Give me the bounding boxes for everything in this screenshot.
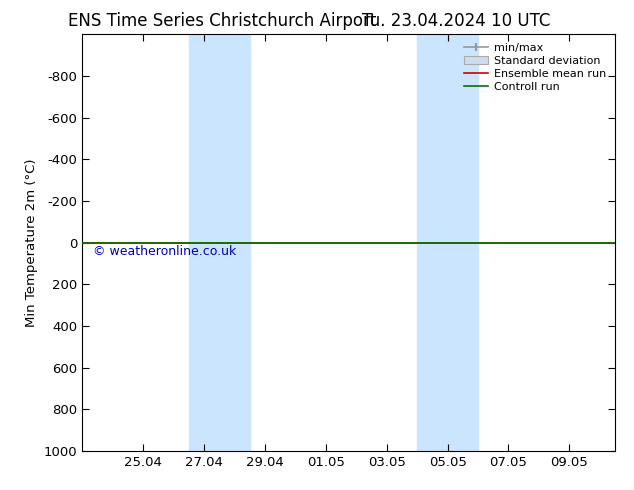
Bar: [417, 34, 478, 451]
Text: © weatheronline.co.uk: © weatheronline.co.uk: [93, 245, 236, 258]
Text: Tu. 23.04.2024 10 UTC: Tu. 23.04.2024 10 UTC: [362, 12, 551, 30]
Bar: [189, 34, 250, 451]
Text: ENS Time Series Christchurch Airport: ENS Time Series Christchurch Airport: [68, 12, 376, 30]
Legend: min/max, Standard deviation, Ensemble mean run, Controll run: min/max, Standard deviation, Ensemble me…: [460, 40, 609, 95]
Y-axis label: Min Temperature 2m (°C): Min Temperature 2m (°C): [25, 158, 39, 327]
